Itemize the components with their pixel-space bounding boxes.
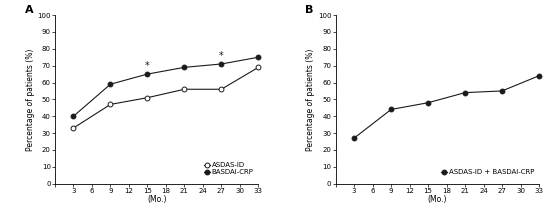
Y-axis label: Percentage of patients (%): Percentage of patients (%)	[25, 48, 35, 151]
Legend: ASDAS-ID + BASDAI-CRP: ASDAS-ID + BASDAI-CRP	[440, 168, 536, 177]
Legend: ASDAS-ID, BASDAI-CRP: ASDAS-ID, BASDAI-CRP	[202, 160, 255, 177]
Y-axis label: Percentage of patients (%): Percentage of patients (%)	[306, 48, 315, 151]
Text: A: A	[25, 5, 33, 15]
Text: B: B	[305, 5, 313, 15]
Text: *: *	[145, 61, 150, 71]
X-axis label: (Mo.): (Mo.)	[427, 195, 447, 204]
X-axis label: (Mo.): (Mo.)	[147, 195, 167, 204]
Text: *: *	[219, 51, 224, 61]
